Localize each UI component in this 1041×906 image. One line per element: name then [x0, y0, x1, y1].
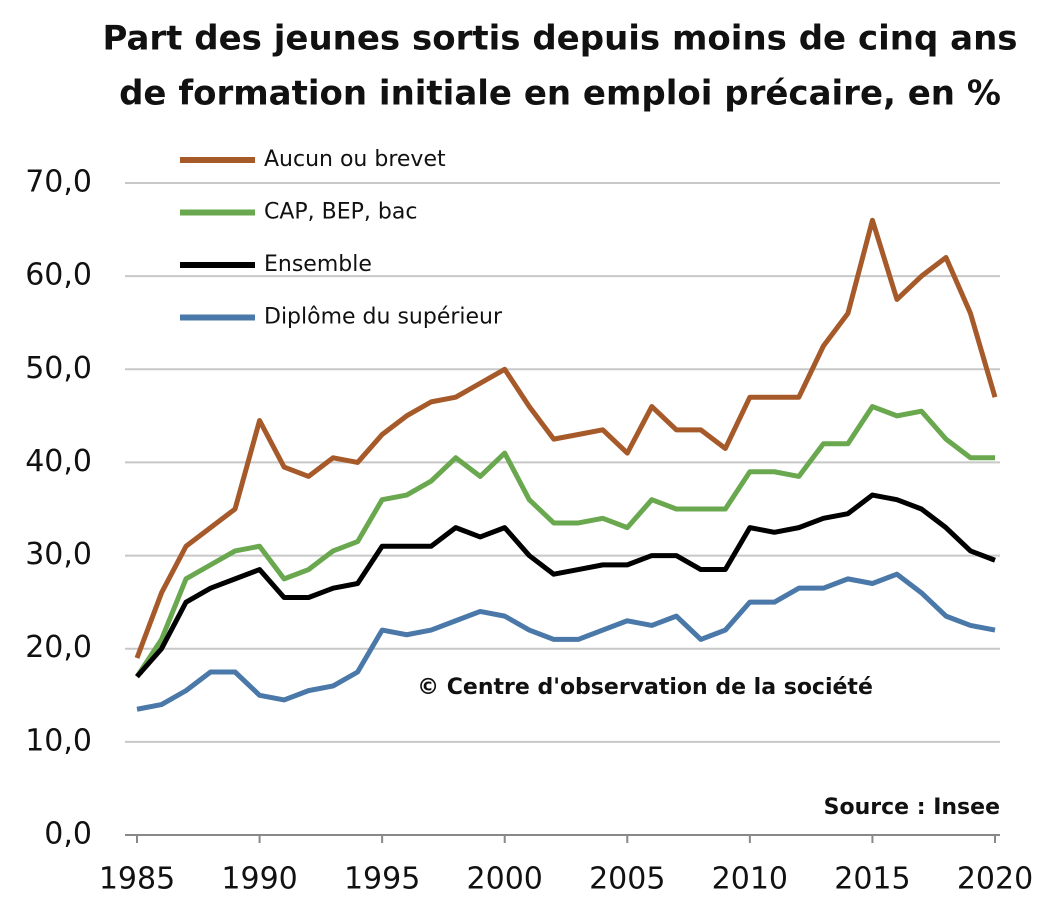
- legend-label: Ensemble: [264, 252, 372, 277]
- series-line: [136, 571, 996, 712]
- series-line: [135, 492, 996, 679]
- y-tick-label: 30,0: [25, 537, 92, 572]
- x-tick-label: 2000: [467, 862, 543, 897]
- y-tick-label: 50,0: [25, 351, 92, 386]
- legend-label: Aucun ou brevet: [264, 147, 446, 172]
- legend-label: Diplôme du supérieur: [264, 305, 503, 330]
- x-tick-label: 2005: [589, 862, 665, 897]
- legend-label: CAP, BEP, bac: [264, 200, 417, 225]
- annotation: © Centre d'observation de la société: [417, 675, 873, 700]
- y-tick-label: 10,0: [25, 723, 92, 758]
- y-tick-label: 20,0: [25, 630, 92, 665]
- annotation: Source : Insee: [824, 795, 1000, 820]
- x-tick-label: 2010: [712, 862, 788, 897]
- y-tick-label: 70,0: [25, 165, 92, 200]
- x-tick-label: 1985: [99, 862, 175, 897]
- series-line: [134, 217, 998, 659]
- y-tick-label: 0,0: [44, 817, 92, 852]
- series-line: [134, 404, 995, 679]
- x-tick-label: 2020: [957, 862, 1033, 897]
- y-tick-label: 40,0: [25, 444, 92, 479]
- x-tick-label: 1990: [221, 862, 297, 897]
- chart-title: Part des jeunes sortis depuis moins de c…: [102, 19, 1017, 59]
- x-tick-label: 2015: [834, 862, 910, 897]
- x-tick-label: 1995: [344, 862, 420, 897]
- y-tick-label: 60,0: [25, 258, 92, 293]
- chart-title: de formation initiale en emploi précaire…: [119, 74, 1001, 114]
